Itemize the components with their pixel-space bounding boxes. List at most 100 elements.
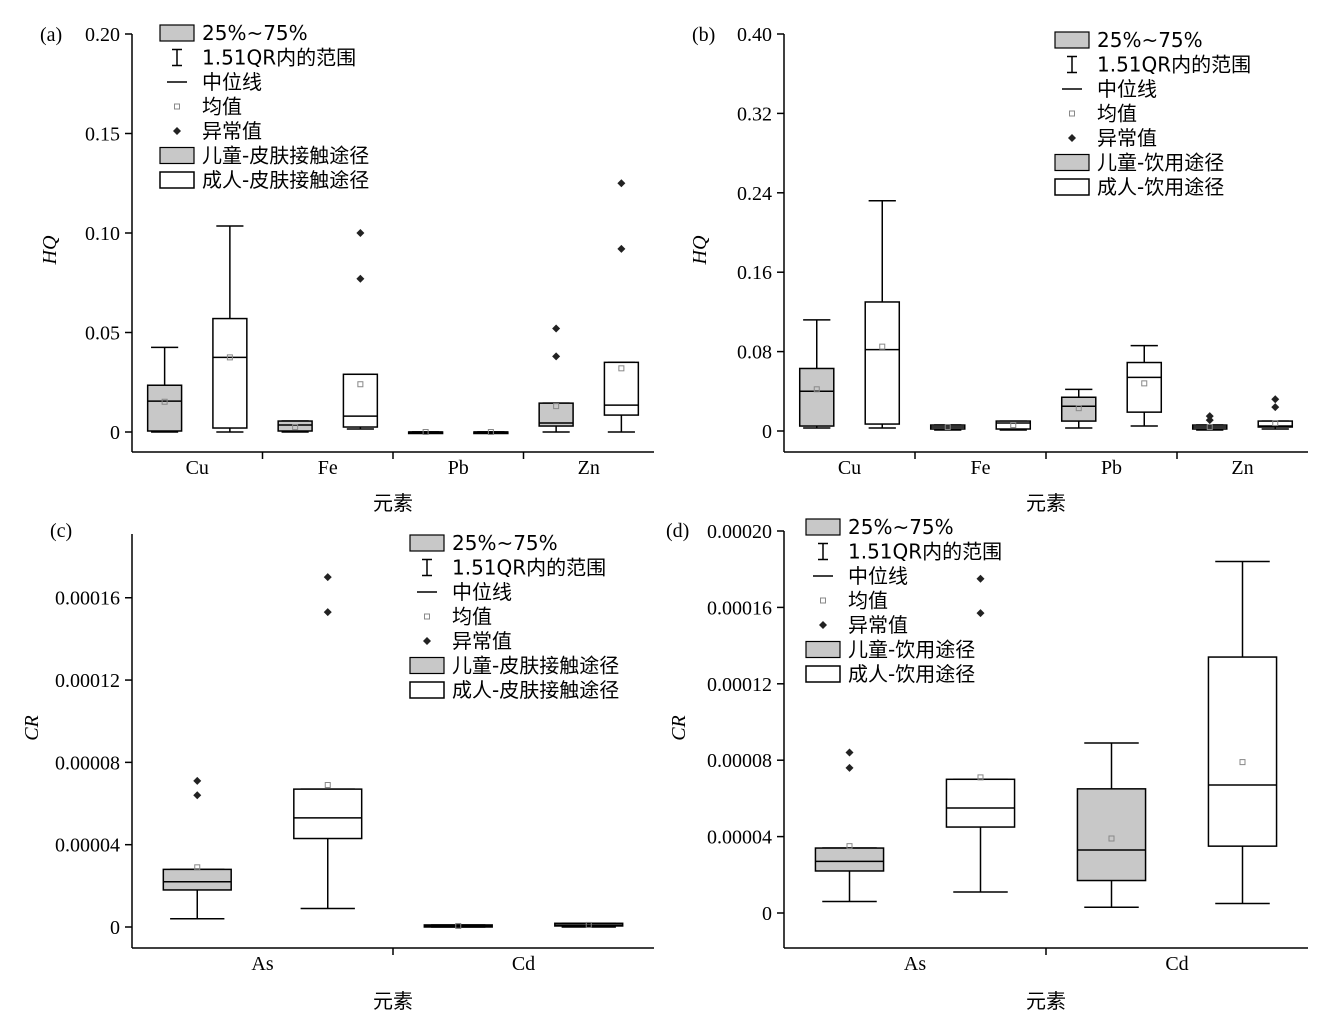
- legend-swatch-gray: [1054, 153, 1090, 172]
- legend-whisker-icon: [1067, 55, 1077, 74]
- y-tick-label: 0.16: [737, 262, 772, 284]
- y-tick-label: 0: [762, 421, 772, 443]
- legend-label: 儿童-皮肤接触途径: [452, 654, 619, 678]
- box-Fe-adult: [342, 229, 379, 430]
- chart-panel-b: 0 0.08 0.16 0.24 0.32 0.40 Cu Fe Pb Zn (b) HQ 元素 25%~…: [689, 24, 1308, 515]
- panel-label: (c): [50, 520, 72, 542]
- legend-label: 异常值: [848, 613, 908, 637]
- y-tick-label: 0: [110, 917, 120, 939]
- box-Pb-adult: [473, 429, 509, 435]
- panel-label: (d): [666, 520, 689, 542]
- box-Cu-child: [798, 319, 835, 429]
- box-iqr: [814, 847, 885, 872]
- mean-marker: [357, 381, 364, 388]
- box-Fe-adult: [995, 420, 1032, 431]
- legend-label: 异常值: [1097, 126, 1157, 150]
- legend-label: 均值: [202, 95, 242, 119]
- legend-item: 1.51QR内的范围: [818, 540, 1002, 564]
- y-tick-label: 0.15: [85, 124, 120, 146]
- mean-marker: [1010, 422, 1017, 429]
- y-axis-label: HQ: [689, 235, 711, 265]
- mean-marker: [324, 782, 331, 789]
- mean-marker: [813, 386, 820, 393]
- legend-label: 儿童-皮肤接触途径: [202, 144, 369, 168]
- box-Pb-adult: [1126, 344, 1163, 427]
- box-Zn-child: [538, 324, 574, 433]
- x-tick-label: Fe: [318, 457, 338, 479]
- legend-label: 25%~75%: [848, 515, 954, 539]
- x-axis-label: 元素: [1026, 491, 1066, 515]
- legend-swatch-white: [805, 665, 841, 683]
- box-Pb-child: [407, 429, 444, 435]
- box-Cu-adult: [212, 225, 248, 433]
- legend-label: 25%~75%: [452, 531, 558, 555]
- legend-item: 均值: [820, 589, 888, 613]
- y-tick-label: 0.00008: [707, 750, 772, 772]
- legend-label: 均值: [848, 589, 888, 613]
- box-Cd-child: [423, 922, 493, 929]
- box-iqr: [342, 373, 379, 428]
- legend-item: 1.51QR内的范围: [1067, 53, 1251, 77]
- legend-label: 儿童-饮用途径: [1097, 151, 1224, 175]
- outlier-marker: [617, 179, 626, 188]
- mean-marker: [944, 424, 951, 431]
- y-tick-label: 0.05: [85, 323, 120, 345]
- mean-marker: [292, 424, 299, 431]
- box-iqr: [798, 367, 835, 427]
- box-Cd-adult: [1207, 560, 1278, 905]
- legend-swatch-gray: [159, 146, 195, 165]
- x-tick-label: Zn: [1231, 457, 1253, 479]
- mean-marker: [226, 354, 233, 361]
- x-tick-label: Cu: [186, 457, 209, 479]
- mean-marker: [1108, 835, 1115, 842]
- legend: 25%~75%1.51QR内的范围中位线均值异常值儿童-皮肤接触途径成人-皮肤接…: [159, 21, 369, 192]
- outlier-marker: [845, 763, 854, 772]
- y-tick-label: 0: [762, 903, 772, 925]
- legend-item: 异常值: [423, 629, 512, 653]
- box-iqr: [212, 317, 248, 429]
- mean-marker: [161, 398, 168, 405]
- box-As-child: [814, 748, 885, 903]
- legend-mean-icon: [174, 103, 180, 110]
- legend-item: 均值: [174, 95, 242, 119]
- box-Pb-child: [1060, 388, 1097, 429]
- x-axis-label: 元素: [373, 491, 413, 515]
- y-tick-label: 0: [110, 422, 120, 444]
- mean-marker: [1272, 420, 1279, 427]
- y-tick-label: 0.00008: [55, 752, 120, 774]
- legend-item: 25%~75%: [409, 531, 558, 555]
- legend-item: 1.51QR内的范围: [422, 556, 606, 580]
- legend-swatch-gray: [409, 534, 445, 552]
- legend-item: 异常值: [173, 119, 262, 143]
- legend-swatch-gray: [409, 656, 445, 675]
- legend-whisker-icon: [172, 48, 182, 67]
- legend-item: 成人-皮肤接触途径: [159, 168, 369, 192]
- legend-item: 均值: [424, 605, 492, 629]
- outlier-marker: [356, 274, 365, 283]
- legend-item: 25%~75%: [805, 515, 954, 539]
- chart-panel-d: 0 0.00004 0.00008 0.00012 0.00016 0.00020 As Cd…: [666, 515, 1308, 1013]
- outlier-marker: [193, 776, 202, 785]
- mean-marker: [1141, 380, 1148, 387]
- y-tick-label: 0.00016: [707, 597, 772, 619]
- y-tick-label: 0.00004: [55, 835, 120, 857]
- box-iqr: [995, 420, 1032, 430]
- legend-label: 中位线: [1097, 77, 1157, 101]
- box-Fe-child: [277, 420, 313, 433]
- x-tick-label: As: [904, 953, 926, 975]
- box-iqr: [1207, 656, 1278, 847]
- legend-swatch-white: [159, 171, 195, 189]
- outlier-marker: [1271, 395, 1280, 404]
- box-Cd-adult: [554, 921, 624, 928]
- outlier-marker: [976, 609, 985, 618]
- chart-panel-a: 0 0.05 0.10 0.15 0.20 Cu Fe Pb Zn (a) HQ 元素 25%~75%1…: [39, 21, 654, 515]
- legend-item: 异常值: [1068, 126, 1157, 150]
- legend-label: 均值: [1097, 102, 1137, 126]
- legend-swatch-gray: [805, 518, 841, 536]
- legend-item: 儿童-饮用途径: [1054, 151, 1224, 175]
- box-As-child: [162, 776, 232, 920]
- x-tick-label: Zn: [578, 457, 600, 479]
- y-axis-label: HQ: [39, 235, 61, 265]
